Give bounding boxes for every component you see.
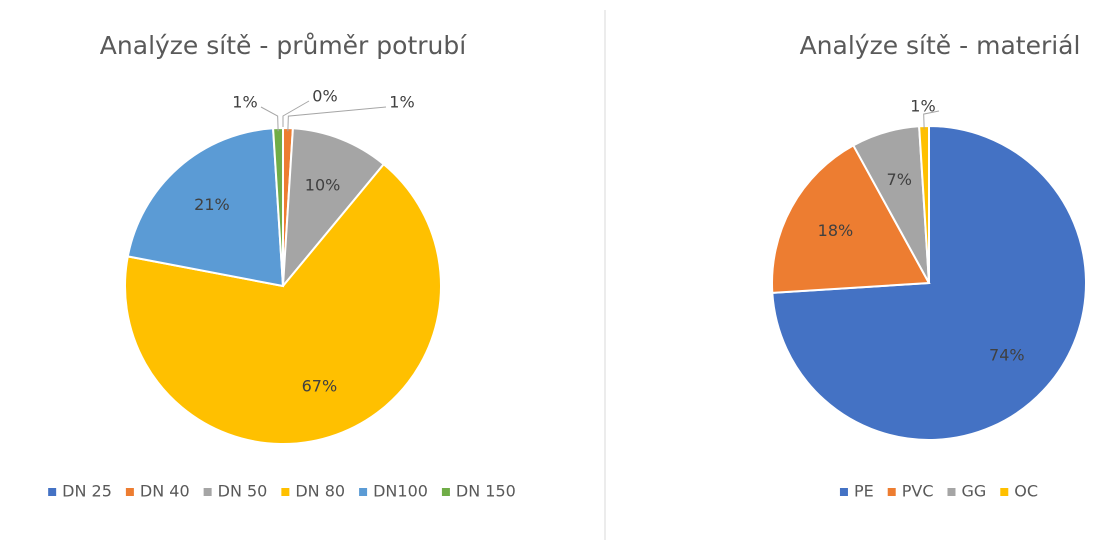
legend-swatch bbox=[947, 488, 956, 496]
legend-label: OC bbox=[1014, 482, 1038, 501]
leader-line bbox=[260, 106, 279, 132]
legend-label: GG bbox=[961, 482, 986, 501]
pie-slice bbox=[281, 127, 386, 290]
data-label: 67% bbox=[302, 377, 338, 396]
legend-swatch bbox=[203, 488, 212, 496]
data-label: 0% bbox=[312, 87, 337, 106]
data-label: 21% bbox=[194, 195, 230, 214]
legend-swatch bbox=[1000, 488, 1009, 496]
chart-title: Analýze sítě - materiál bbox=[800, 31, 1081, 60]
pie-slice bbox=[126, 127, 285, 288]
pie-slice bbox=[771, 144, 931, 294]
legend-label: DN 25 bbox=[62, 482, 112, 501]
legend-swatch bbox=[839, 488, 848, 496]
legend-swatch bbox=[887, 488, 896, 496]
data-label: 18% bbox=[818, 221, 854, 240]
legend-swatch bbox=[48, 488, 57, 496]
data-label: 7% bbox=[887, 170, 912, 189]
legend-swatch bbox=[359, 488, 368, 496]
legend-label: DN100 bbox=[373, 482, 428, 501]
legend-swatch bbox=[125, 488, 134, 496]
leader-line bbox=[287, 106, 387, 132]
pie-slice bbox=[124, 162, 442, 445]
legend-label: PVC bbox=[902, 482, 934, 501]
data-label: 1% bbox=[910, 97, 935, 116]
data-label: 10% bbox=[305, 176, 341, 195]
legend-label: DN 40 bbox=[140, 482, 190, 501]
legend-label: DN 150 bbox=[456, 482, 516, 501]
legend-label: DN 50 bbox=[218, 482, 268, 501]
chart-title: Analýze sítě - průměr potrubí bbox=[100, 31, 467, 60]
legend-label: PE bbox=[854, 482, 874, 501]
data-label: 1% bbox=[389, 93, 414, 112]
legend-swatch bbox=[441, 488, 450, 496]
legend-label: DN 80 bbox=[295, 482, 345, 501]
data-label: 1% bbox=[232, 93, 257, 112]
data-label: 74% bbox=[989, 346, 1025, 365]
leader-line bbox=[282, 100, 310, 132]
leader-line bbox=[923, 110, 940, 130]
legend-swatch bbox=[281, 488, 290, 496]
